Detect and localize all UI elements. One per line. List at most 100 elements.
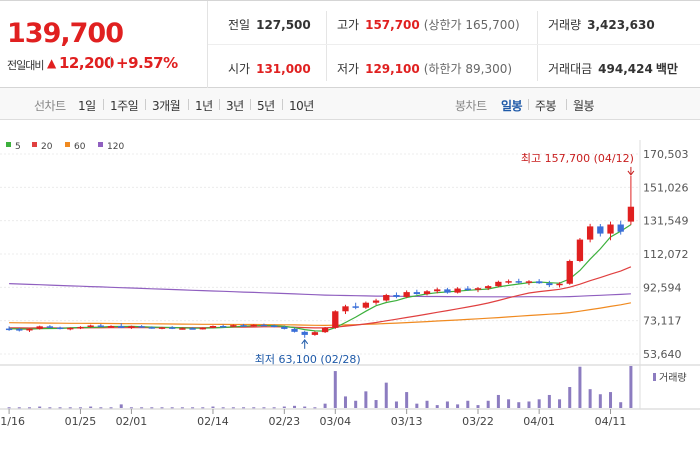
legend-label: 60 <box>74 142 86 152</box>
candle-body <box>209 326 217 328</box>
volume-bar <box>435 405 439 408</box>
candle-body <box>403 292 410 297</box>
candle-body <box>77 327 84 329</box>
divider <box>103 99 104 110</box>
volume-bar <box>140 407 144 409</box>
candle-body <box>627 206 635 222</box>
candle-body <box>342 306 349 312</box>
volume-bar <box>486 400 490 408</box>
ma-20-line <box>9 266 632 329</box>
low-cell: 저가 129,100 (하한가 89,300) <box>337 60 512 77</box>
price-box: 139,700 전일대비 ▲ 12,200 +9.57% <box>0 1 208 88</box>
candle-weekly-button[interactable]: 주봉 <box>535 99 557 113</box>
period-3y-button[interactable]: 3년 <box>226 99 244 113</box>
period-1d-button[interactable]: 1일 <box>78 99 96 113</box>
candle-body <box>311 332 319 335</box>
amount-value: 494,424 <box>598 62 653 76</box>
volume-bar <box>507 399 511 408</box>
volume-bar <box>323 403 327 408</box>
prev-close-value: 127,500 <box>256 18 311 32</box>
volume-bar <box>558 399 562 408</box>
candles <box>5 175 635 338</box>
period-5y-button[interactable]: 5년 <box>257 99 275 113</box>
volume-legend-swatch <box>653 373 656 381</box>
volume-bar <box>456 404 460 408</box>
quote-panel: 139,700 전일대비 ▲ 12,200 +9.57% 전일 127,500 고… <box>0 0 700 88</box>
chart-toolbar: 선차트 1일 1주일 3개월 1년 3년 5년 10년 봉차트 일봉 주봉 월봉 <box>0 88 700 120</box>
ma-120-line <box>9 283 631 298</box>
candle-body <box>607 224 614 234</box>
candle-body <box>383 295 390 301</box>
volume-bar <box>374 400 378 408</box>
candle-body <box>515 281 522 283</box>
period-3m-button[interactable]: 3개월 <box>152 99 181 113</box>
candle-body <box>26 328 33 331</box>
volume-bar <box>119 404 123 408</box>
line-chart-label: 선차트 <box>34 99 66 113</box>
legend-swatch <box>32 142 37 147</box>
period-1y-button[interactable]: 1년 <box>195 99 213 113</box>
candle-body <box>270 325 278 327</box>
candle-body <box>505 281 512 283</box>
volume-bar <box>27 407 31 409</box>
volume-bar <box>333 371 337 408</box>
volume-bar <box>425 400 429 408</box>
candle-body <box>230 325 237 327</box>
current-price: 139,700 <box>7 18 124 49</box>
candle-monthly-button[interactable]: 월봉 <box>573 99 595 113</box>
x-tick-label: 04/11 <box>595 415 627 428</box>
candle-body <box>301 331 308 335</box>
change-percent: +9.57% <box>116 54 178 72</box>
volume-bar <box>7 407 11 409</box>
x-tick-label: 02/14 <box>197 415 229 428</box>
candle-body <box>332 311 339 328</box>
high-label: 고가 <box>337 18 360 32</box>
volume-bar <box>231 407 235 409</box>
volume-bar <box>343 396 347 408</box>
volume-bar <box>160 407 164 409</box>
divider <box>219 99 220 110</box>
volume-bar <box>537 399 541 408</box>
divider <box>250 99 251 110</box>
candle-body <box>158 327 166 329</box>
candle-body <box>321 327 329 333</box>
period-1w-button[interactable]: 1주일 <box>110 99 139 113</box>
volume-value: 3,423,630 <box>587 18 655 32</box>
y-axis: 170,503 151,026 131,549 112,072 92,594 73,117… <box>643 148 689 361</box>
volume-bar <box>99 407 103 409</box>
candle-body <box>220 326 227 328</box>
volume-bar <box>405 392 409 408</box>
change-divider <box>110 56 111 69</box>
candle-body <box>291 328 298 332</box>
x-tick-label: 03/22 <box>462 415 494 428</box>
volume-bar <box>191 407 195 409</box>
candle-body <box>36 326 43 329</box>
volume-bar <box>293 405 297 408</box>
price-chart: 5 20 60 120 170,503 151,026 131,549 112,072 92,… <box>0 140 700 428</box>
volume-bar <box>445 401 449 408</box>
volume-bar <box>150 407 154 409</box>
candle-body <box>169 327 176 329</box>
candle-body <box>240 325 247 327</box>
candle-body <box>576 239 584 261</box>
period-10y-button[interactable]: 10년 <box>289 99 314 113</box>
candle-body <box>423 291 431 294</box>
volume-label: 거래량 <box>548 18 582 32</box>
volume-bar <box>252 407 256 409</box>
open-value: 131,000 <box>256 62 311 76</box>
candle-body <box>566 260 573 284</box>
volume-bar <box>17 407 21 409</box>
volume-bar <box>527 401 531 408</box>
chart-annotations: 최고 157,700 (04/12) 최저 63,100 (02/28) <box>255 152 635 366</box>
high-annotation: 최고 157,700 (04/12) <box>521 152 634 165</box>
volume-bar <box>78 407 82 409</box>
legend-swatch <box>98 142 103 147</box>
volume-bar <box>313 407 317 409</box>
open-label: 시가 <box>228 62 251 76</box>
candle-daily-button[interactable]: 일봉 <box>501 99 523 113</box>
volume-bar <box>609 392 613 408</box>
amount-label: 거래대금 <box>548 62 593 76</box>
moving-averages <box>9 224 632 332</box>
volume-bar <box>476 405 480 408</box>
volume-bar <box>89 406 93 408</box>
